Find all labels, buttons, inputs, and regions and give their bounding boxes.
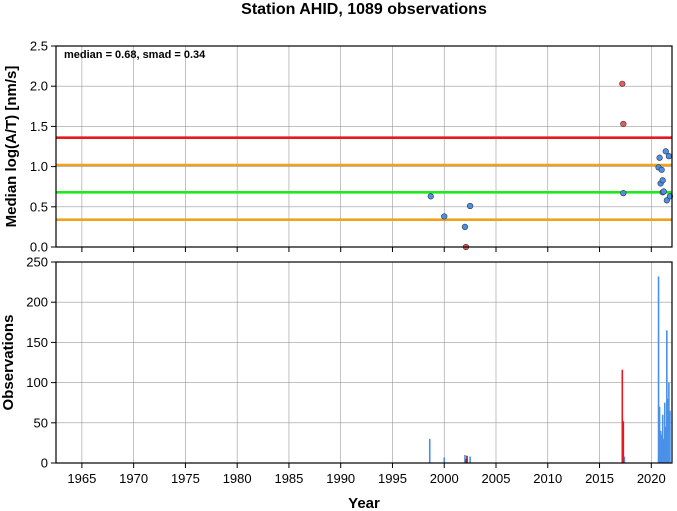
xtick-label-2005: 2005: [482, 471, 511, 486]
median-point: [467, 202, 474, 210]
obs-bar: [466, 455, 468, 463]
x-axis-label: Year: [348, 495, 380, 511]
median-point: [659, 177, 666, 184]
median-point: [665, 153, 672, 160]
median-point: [662, 148, 669, 155]
obs-bar: [659, 430, 662, 463]
median-point: [441, 213, 448, 220]
median-ytick-label: 1.5: [30, 119, 48, 134]
obs-bar: [660, 434, 663, 463]
xtick-label-1965: 1965: [67, 471, 96, 486]
xtick-label-1980: 1980: [223, 471, 252, 486]
obs-plot-area: [56, 262, 672, 463]
xtick-label-2000: 2000: [430, 471, 459, 486]
obs-bar: [662, 438, 665, 463]
median-ytick-label: 0.0: [30, 240, 48, 255]
obs-bar: [663, 402, 666, 463]
obs-bar: [465, 458, 467, 463]
obs-bar: [669, 410, 671, 463]
median-point: [620, 120, 627, 128]
median-point: [666, 193, 674, 200]
obs-bar: [428, 438, 431, 463]
obs-ytick-label: 200: [26, 295, 48, 310]
xtick-label-2010: 2010: [533, 471, 562, 486]
xtick-label-1990: 1990: [326, 471, 355, 486]
median-ytick-label: 0.5: [30, 199, 48, 214]
xtick-label-1970: 1970: [119, 471, 148, 486]
median-point: [660, 188, 667, 195]
median-point: [461, 223, 469, 230]
obs-ytick-label: 100: [26, 375, 48, 390]
obs-bar: [668, 382, 670, 463]
median-ytick-label: 1.0: [30, 159, 48, 174]
median-ylabel: Median log(A/T) [nm/s]: [3, 66, 20, 228]
xtick-label-2020: 2020: [637, 471, 666, 486]
obs-bar: [664, 426, 667, 463]
median-point: [619, 80, 626, 87]
median-plot-area: [56, 46, 672, 247]
obs-ytick-label: 250: [26, 255, 48, 270]
obs-frame: [55, 261, 673, 464]
median-panel: 0.0 0.5 1.0 1.5 2.0 2.5 median = 0.68, smad = …: [3, 39, 674, 255]
obs-ytick-label: 50: [34, 415, 48, 430]
obs-bar: [464, 454, 466, 463]
xtick-label-1975: 1975: [171, 471, 200, 486]
obs-bar: [666, 330, 668, 463]
observations-panel: 0 50 100 150 200 250 1965 1970 1975 1980 1985 1990 1…: [0, 255, 673, 511]
obs-bar: [657, 276, 660, 463]
obs-ytick-label: 0: [41, 456, 48, 471]
xtick-label-1995: 1995: [378, 471, 407, 486]
stats-annotation: median = 0.68, smad = 0.34: [64, 49, 206, 61]
median-point: [427, 193, 434, 200]
obs-ytick-label: 150: [26, 335, 48, 350]
median-ytick-label: 2.0: [30, 79, 48, 94]
obs-ylabel: Observations: [0, 315, 17, 411]
obs-bar: [621, 369, 624, 463]
median-point: [620, 190, 627, 197]
median-point: [663, 197, 670, 204]
obs-bar: [622, 421, 625, 463]
obs-bar: [443, 457, 446, 463]
median-ytick-label: 2.5: [30, 39, 48, 54]
xtick-label-1985: 1985: [274, 471, 303, 486]
obs-bar: [661, 414, 664, 463]
median-point: [656, 154, 663, 161]
xtick-label-2015: 2015: [585, 471, 614, 486]
chart-title: Station AHID, 1089 observations: [241, 1, 487, 18]
median-point: [658, 166, 665, 173]
obs-bar: [667, 398, 669, 463]
obs-bar: [658, 406, 661, 463]
obs-bar: [623, 456, 626, 463]
median-frame: [55, 45, 673, 248]
obs-bar: [469, 456, 471, 463]
